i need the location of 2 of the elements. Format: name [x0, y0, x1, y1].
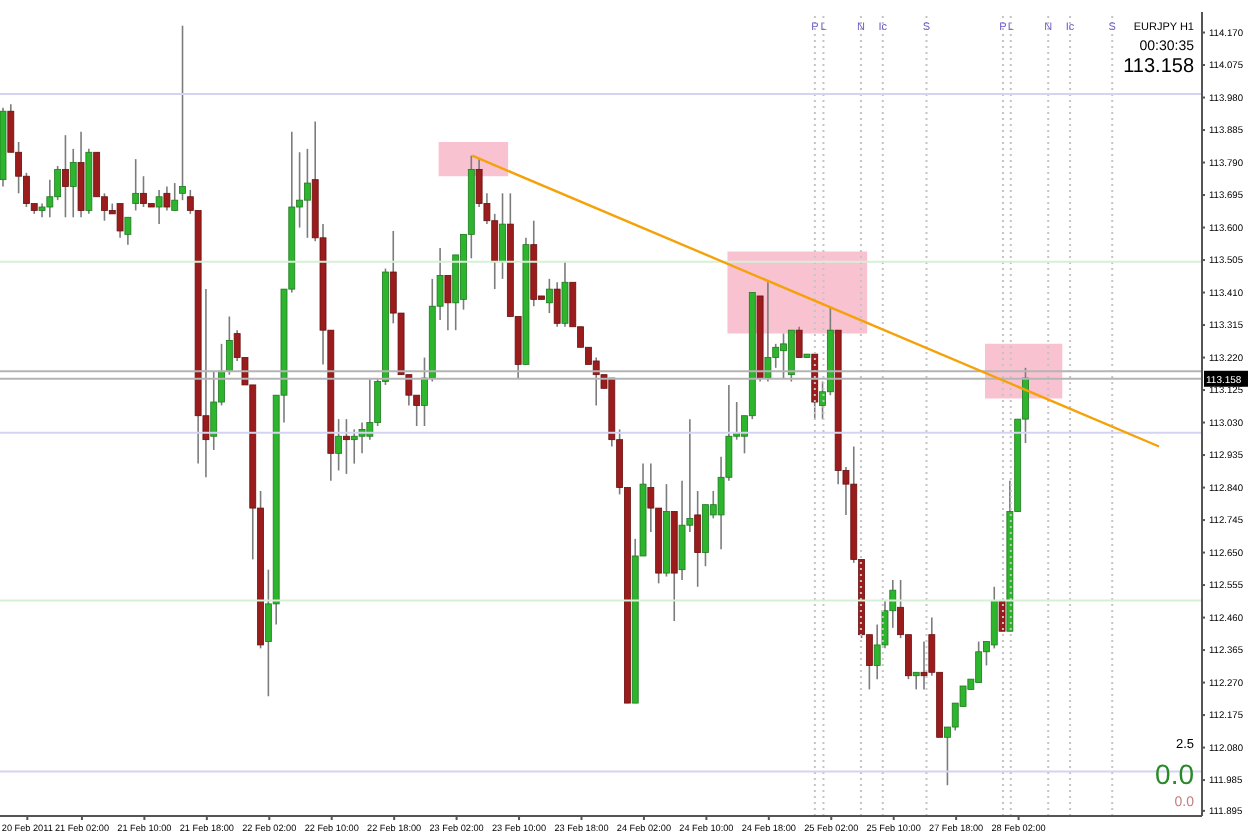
annotation: 0.0 — [1155, 758, 1194, 790]
annotation: 113.158 — [1123, 56, 1194, 78]
